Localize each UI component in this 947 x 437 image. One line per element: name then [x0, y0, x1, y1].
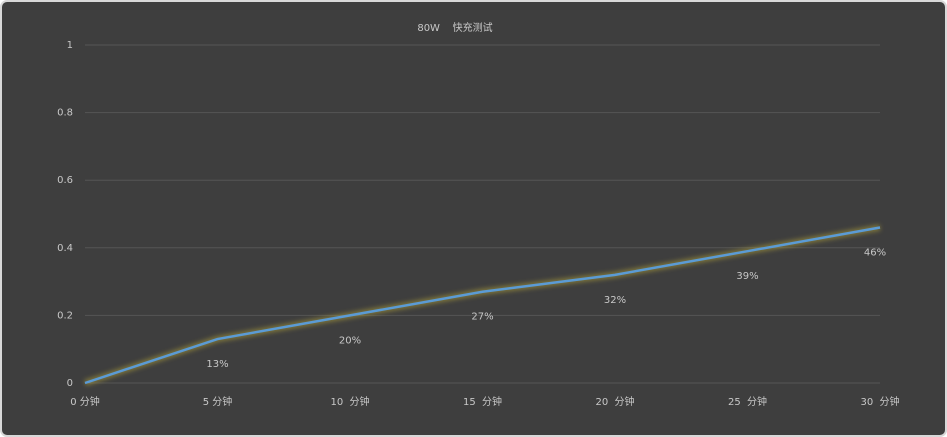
y-tick-label: 0.4: [57, 243, 73, 254]
y-tick-label: 0.8: [57, 108, 73, 119]
x-tick-label: 25 分钟: [728, 395, 767, 408]
data-label: 20%: [339, 335, 361, 346]
y-tick-label: 1: [67, 40, 73, 51]
data-label: 39%: [736, 271, 758, 282]
data-label: 46%: [864, 248, 886, 259]
x-tick-label: 0 分钟: [70, 395, 100, 408]
x-tick-label: 15 分钟: [463, 395, 502, 408]
data-label: 13%: [206, 359, 228, 370]
line: [84, 226, 881, 385]
y-tick-label: 0: [67, 378, 73, 389]
x-tick-label: 30 分钟: [860, 395, 899, 408]
x-tick-label: 20 分钟: [595, 395, 634, 408]
x-tick-label: 5 分钟: [203, 395, 233, 408]
data-label: 27%: [471, 312, 493, 323]
y-tick-label: 0.6: [57, 175, 73, 186]
y-tick-label: 0.2: [57, 310, 73, 321]
x-tick-label: 10 分钟: [330, 395, 369, 408]
chart-title: 80W 快充测试: [417, 21, 492, 34]
data-label: 32%: [604, 295, 626, 306]
